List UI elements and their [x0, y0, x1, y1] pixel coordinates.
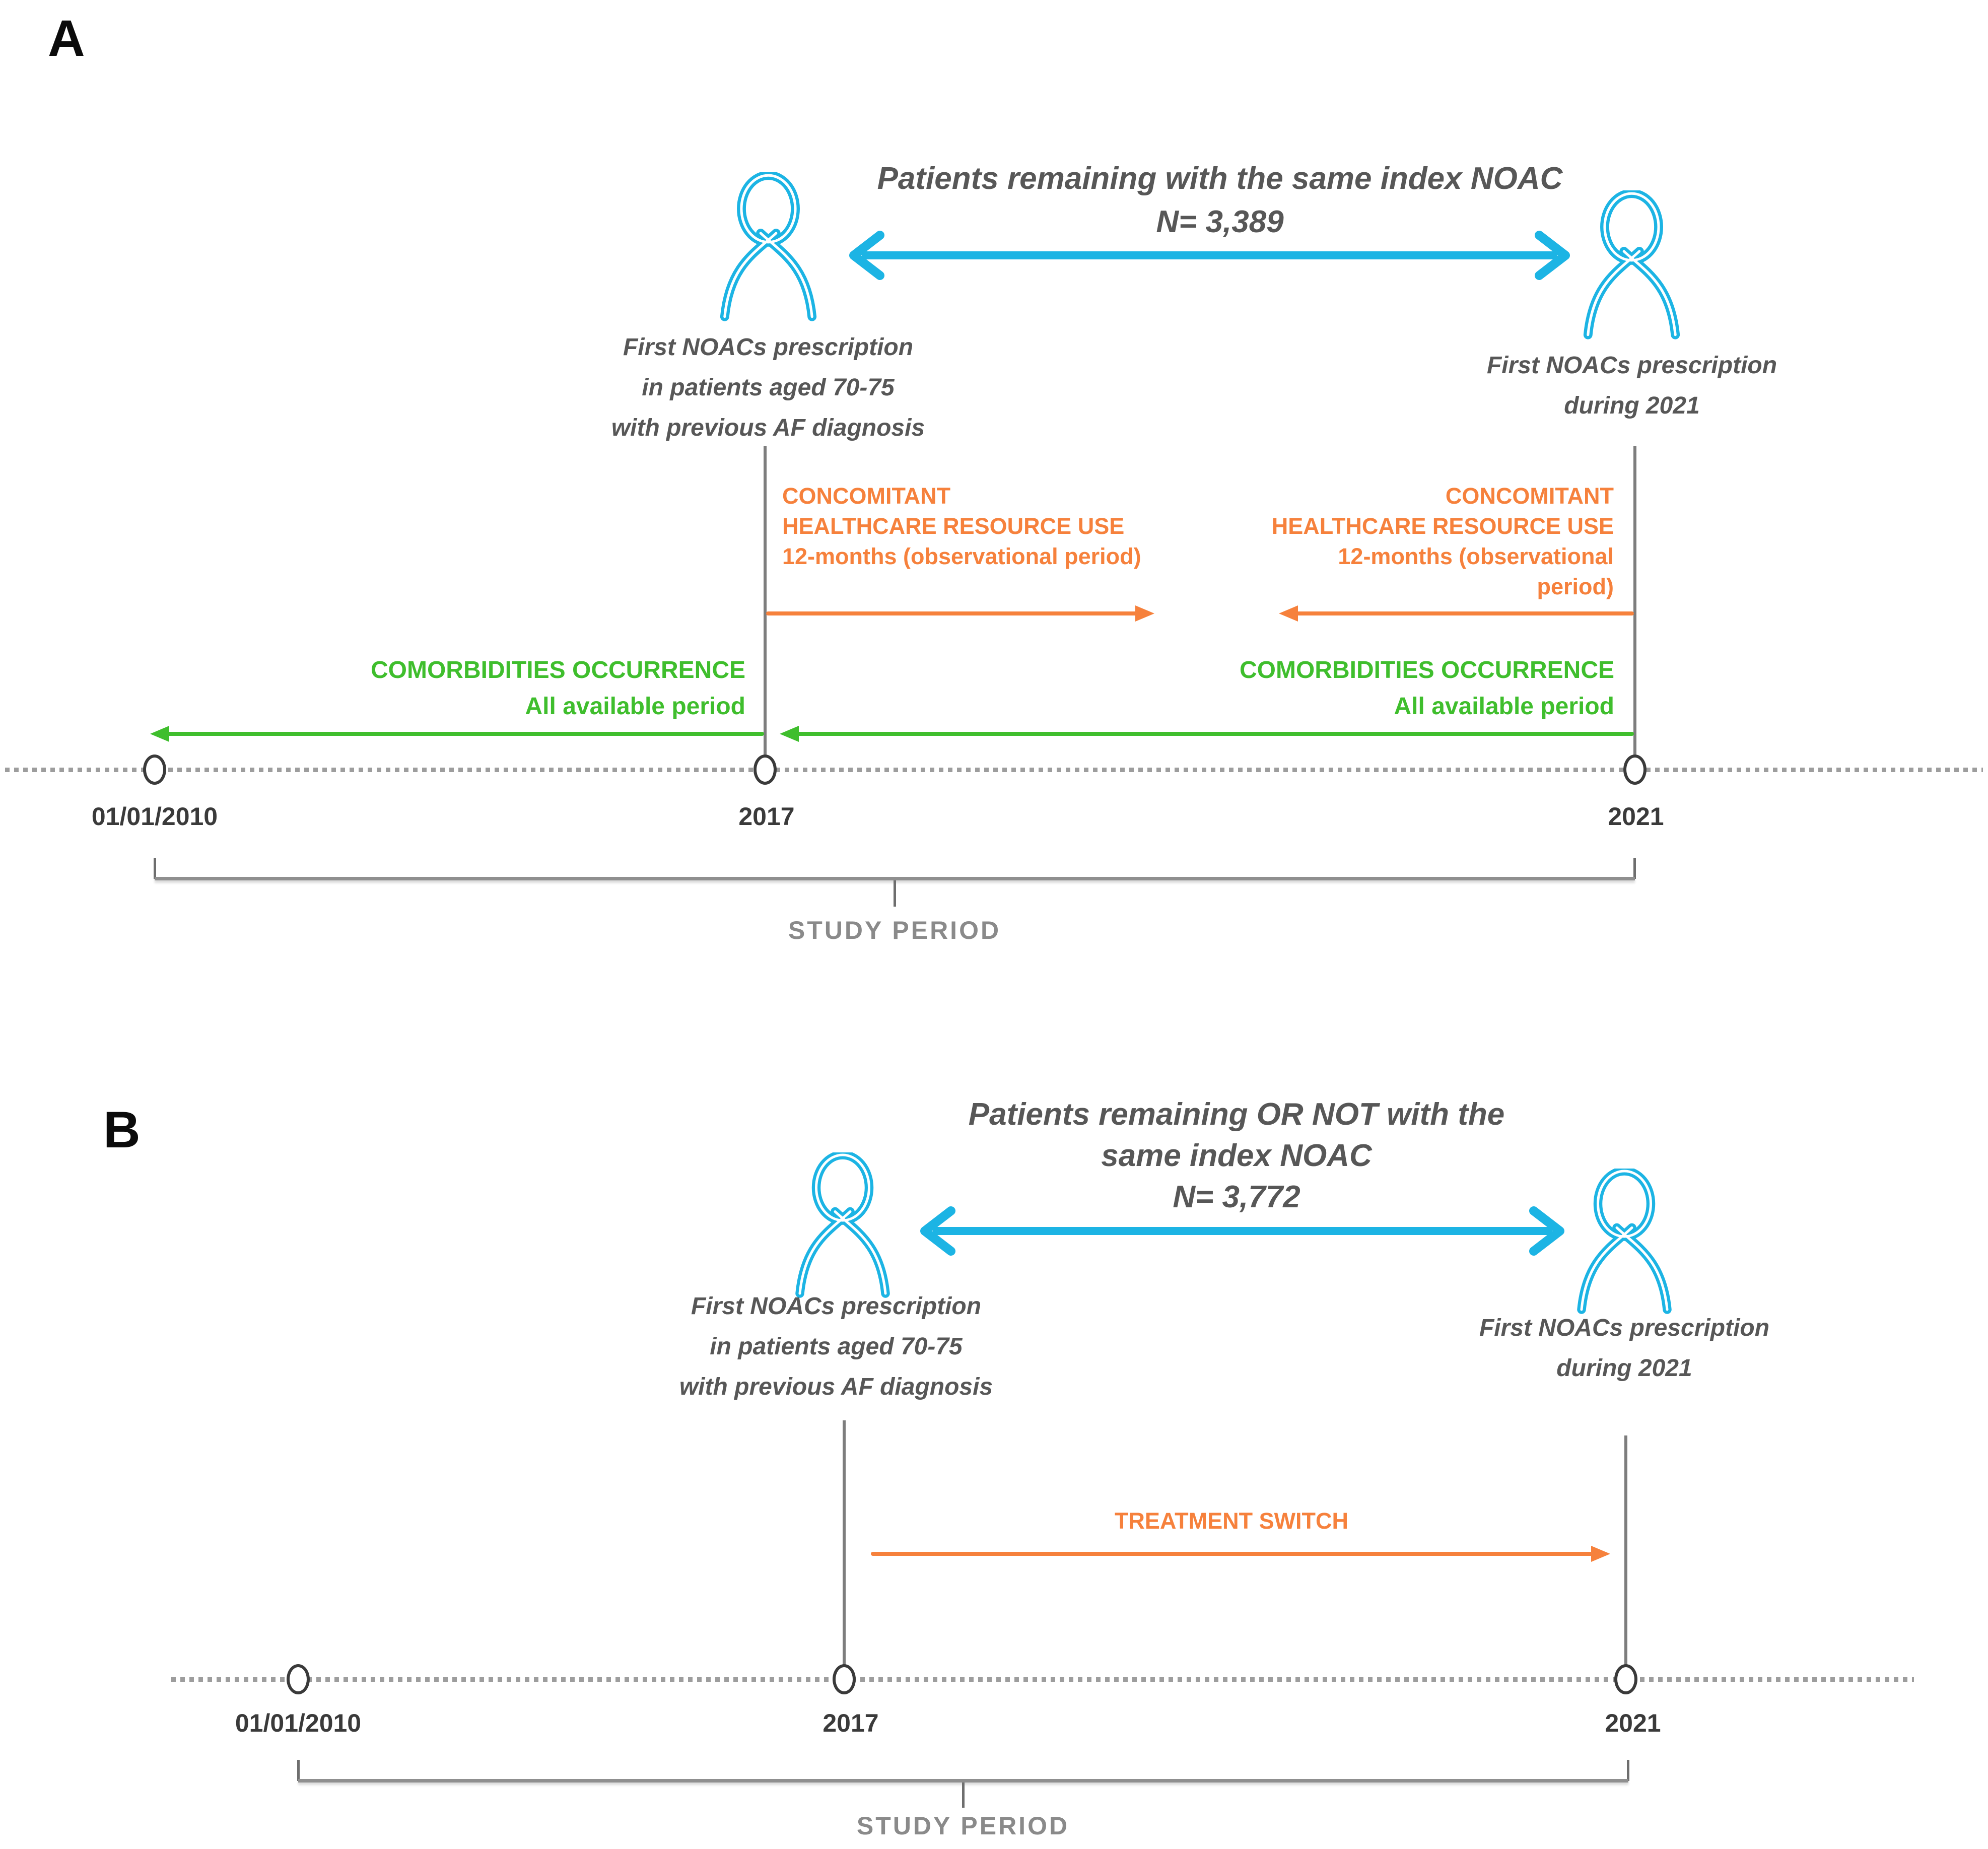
bracket-center-tick [962, 1783, 965, 1808]
caption-line: with previous AF diagnosis [611, 415, 925, 441]
orange-line: 12-months (observational period) [782, 543, 1141, 569]
panel-b-label: B [103, 1101, 141, 1158]
patient-person-icon [1577, 1169, 1672, 1314]
panel-b-left-caption: First NOACs prescription in patients age… [635, 1286, 1038, 1407]
panel-b-title-n: N= 3,772 [1173, 1180, 1300, 1214]
treatment-switch-label: TREATMENT SWITCH [1114, 1508, 1349, 1534]
bracket-tick [297, 1760, 300, 1781]
double-arrow-icon [849, 231, 1570, 280]
bracket-center-tick [894, 880, 896, 907]
patient-person-icon [1583, 190, 1680, 339]
panel-a-title-line1: Patients remaining with the same index N… [877, 161, 1563, 196]
patient-person-icon [720, 172, 817, 321]
timeline-label-mid: 2017 [822, 1709, 879, 1737]
timeline-label-start: 01/01/2010 [91, 802, 218, 831]
timeline-label-end: 2021 [1605, 1709, 1661, 1737]
concomitant-hru-label-left: CONCOMITANT HEALTHCARE RESOURCE USE 12-m… [782, 481, 1141, 572]
treatment-switch-arrow-icon [870, 1545, 1610, 1562]
bracket-tick [1627, 1760, 1629, 1781]
panel-a-left-caption: First NOACs prescription in patients age… [562, 327, 975, 448]
caption-line: First NOACs prescription [1479, 1315, 1770, 1341]
study-period-bracket [155, 877, 1635, 880]
panel-a-title-n: N= 3,389 [1156, 204, 1284, 239]
green-line: COMORBIDITIES OCCURRENCE [1239, 657, 1614, 683]
timeline-label-end: 2021 [1608, 802, 1664, 831]
timeline-node-2010 [287, 1664, 310, 1694]
orange-line: CONCOMITANT [1445, 483, 1614, 509]
caption-line: during 2021 [1564, 392, 1700, 419]
timeline-node-2017 [753, 755, 777, 785]
study-period-bracket [298, 1779, 1628, 1783]
timeline-dotted-line [5, 768, 1983, 772]
panel-a-title: Patients remaining with the same index N… [867, 157, 1572, 244]
index-date-line-2021 [1624, 1435, 1627, 1680]
orange-line: CONCOMITANT [782, 483, 951, 509]
timeline-dotted-line [171, 1677, 1914, 1682]
panel-b-title: Patients remaining OR NOT with the same … [884, 1094, 1589, 1218]
caption-line: during 2021 [1556, 1355, 1692, 1382]
green-line: COMORBIDITIES OCCURRENCE [370, 657, 745, 683]
index-date-line-2017 [843, 1420, 846, 1680]
comorbidities-arrow-left-icon [150, 725, 765, 742]
concomitant-hru-label-right: CONCOMITANT HEALTHCARE RESOURCE USE 12-m… [1261, 481, 1614, 602]
panel-a-label: A [48, 10, 85, 67]
observation-arrow-left-icon [1279, 605, 1635, 622]
timeline-node-2017 [833, 1664, 856, 1694]
study-period-label: STUDY PERIOD [788, 916, 1001, 944]
caption-line: with previous AF diagnosis [679, 1374, 993, 1400]
comorbidities-label-left: COMORBIDITIES OCCURRENCE All available p… [342, 652, 745, 725]
timeline-node-2021 [1614, 1664, 1637, 1694]
panel-b-title-line1: Patients remaining OR NOT with the [968, 1097, 1505, 1132]
orange-line: HEALTHCARE RESOURCE USE [782, 513, 1125, 539]
double-arrow-icon [920, 1206, 1564, 1256]
timeline-node-2010 [143, 755, 166, 785]
caption-line: First NOACs prescription [1486, 352, 1777, 379]
panel-b-title-line2: same index NOAC [1101, 1138, 1372, 1173]
index-date-line-2017 [764, 446, 767, 771]
index-date-line-2021 [1633, 446, 1636, 771]
panel-a-right-caption: First NOACs prescription during 2021 [1430, 346, 1833, 426]
patient-person-icon [795, 1152, 890, 1298]
green-line: All available period [1394, 693, 1614, 720]
green-line: All available period [525, 693, 745, 720]
timeline-label-mid: 2017 [738, 802, 795, 831]
timeline-node-2021 [1623, 755, 1647, 785]
caption-line: in patients aged 70-75 [710, 1333, 963, 1360]
caption-line: First NOACs prescription [623, 334, 914, 361]
bracket-tick [154, 858, 156, 879]
comorbidities-label-right: COMORBIDITIES OCCURRENCE All available p… [1211, 652, 1614, 725]
comorbidities-arrow-left-icon [780, 725, 1635, 742]
orange-line: HEALTHCARE RESOURCE USE [1271, 513, 1614, 539]
observation-arrow-right-icon [765, 605, 1154, 622]
timeline-label-start: 01/01/2010 [235, 1709, 362, 1737]
orange-line: 12-months (observational period) [1338, 543, 1614, 599]
panel-b-right-caption: First NOACs prescription during 2021 [1423, 1308, 1826, 1389]
study-period-label: STUDY PERIOD [856, 1812, 1070, 1840]
caption-line: in patients aged 70-75 [642, 374, 895, 401]
caption-line: First NOACs prescription [691, 1293, 982, 1320]
bracket-tick [1633, 858, 1636, 879]
